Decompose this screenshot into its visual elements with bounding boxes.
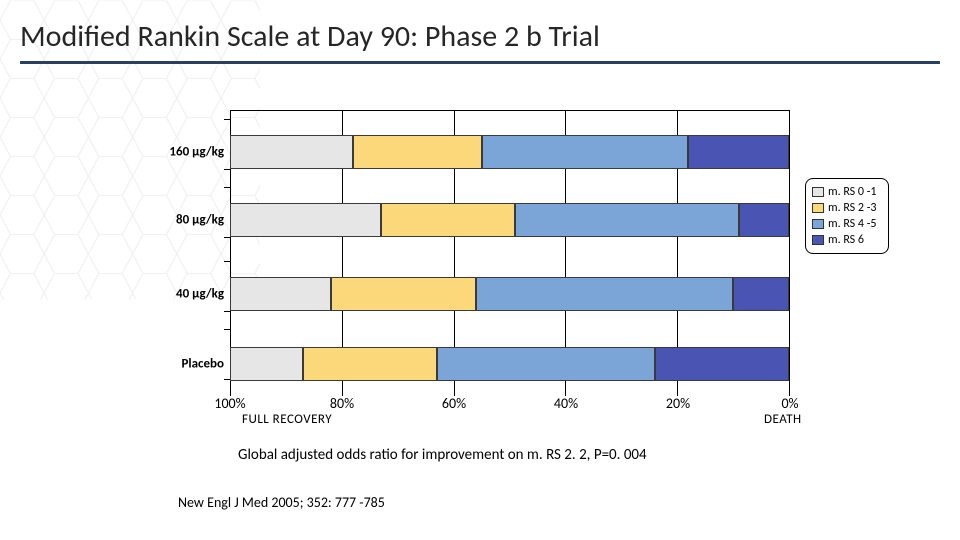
bar-segment	[230, 347, 303, 381]
bar-segment	[733, 277, 789, 311]
y-tick	[224, 119, 230, 120]
title-underline	[20, 61, 940, 64]
x-axis-label: 60%	[442, 395, 466, 412]
bar-segment	[515, 203, 739, 237]
title-block: Modified Rankin Scale at Day 90: Phase 2…	[20, 18, 940, 64]
category-label: 80 µg/kg	[176, 213, 230, 228]
bar-segment	[381, 203, 515, 237]
bar-segment	[739, 203, 789, 237]
bar-segment	[303, 347, 437, 381]
bar-segment	[476, 277, 733, 311]
footnote-text: Global adjusted odds ratio for improveme…	[238, 446, 647, 464]
page-title: Modified Rankin Scale at Day 90: Phase 2…	[20, 18, 940, 55]
bar-segment	[482, 135, 689, 169]
bar-segment	[655, 347, 789, 381]
legend-swatch	[812, 187, 824, 197]
y-tick	[224, 329, 230, 330]
y-tick	[224, 237, 230, 238]
legend-item: m. RS 4 -5	[812, 217, 882, 231]
legend-label: m. RS 0 -1	[828, 185, 876, 199]
bar-segment	[437, 347, 655, 381]
mrs-stacked-bar-chart: 160 µg/kg80 µg/kg40 µg/kgPlacebo 100%80%…	[150, 110, 890, 410]
bar-segment	[230, 203, 381, 237]
legend-item: m. RS 2 -3	[812, 201, 882, 215]
x-axis-label: 0%	[781, 395, 798, 412]
citation-text: New Engl J Med 2005; 352: 777 -785	[178, 494, 385, 511]
category-label: 160 µg/kg	[169, 145, 230, 160]
legend-swatch	[812, 235, 824, 245]
y-tick	[224, 311, 230, 312]
legend-swatch	[812, 219, 824, 229]
axis-left-annotation: FULL RECOVERY	[242, 412, 332, 427]
bar-row	[230, 135, 789, 169]
legend-box: m. RS 0 -1 m. RS 2 -3 m. RS 4 -5 m. RS 6	[805, 178, 889, 254]
x-axis-label: 20%	[666, 395, 690, 412]
legend-swatch	[812, 203, 824, 213]
category-label: 40 µg/kg	[176, 287, 230, 302]
x-axis-label: 100%	[214, 395, 245, 412]
plot-area: 160 µg/kg80 µg/kg40 µg/kgPlacebo	[230, 110, 790, 390]
legend-label: m. RS 6	[828, 233, 864, 247]
legend-label: m. RS 2 -3	[828, 201, 876, 215]
y-tick	[224, 261, 230, 262]
legend-item: m. RS 0 -1	[812, 185, 882, 199]
bar-row	[230, 203, 789, 237]
bar-segment	[353, 135, 482, 169]
gridline	[789, 111, 790, 390]
legend-label: m. RS 4 -5	[828, 217, 876, 231]
bar-segment	[230, 135, 353, 169]
bar-segment	[331, 277, 476, 311]
x-axis-label: 40%	[554, 395, 578, 412]
bar-row	[230, 347, 789, 381]
legend-item: m. RS 6	[812, 233, 882, 247]
axis-right-annotation: DEATH	[764, 412, 802, 427]
bar-segment	[230, 277, 331, 311]
bar-row	[230, 277, 789, 311]
bar-segment	[688, 135, 789, 169]
y-tick	[224, 187, 230, 188]
y-tick	[224, 169, 230, 170]
x-axis-label: 80%	[330, 395, 354, 412]
category-label: Placebo	[182, 357, 230, 372]
